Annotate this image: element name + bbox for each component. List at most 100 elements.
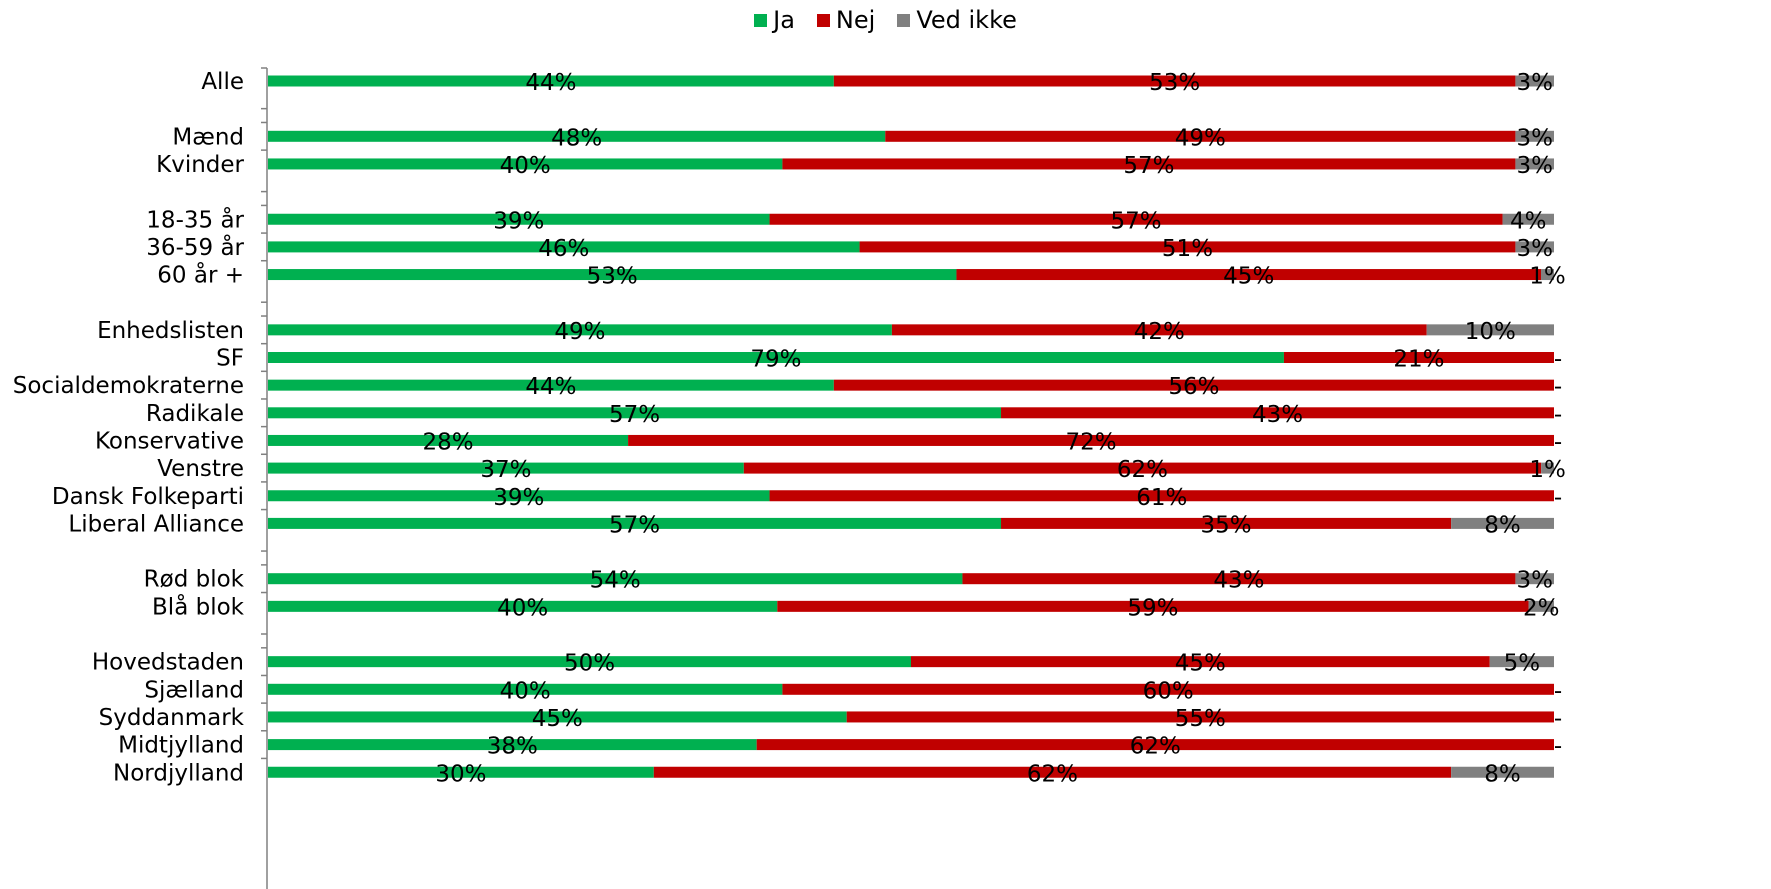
bar-ja-liberal-alliance: [268, 517, 1002, 529]
data-label-ja-radikale: 57%: [609, 402, 660, 428]
bar-ja-sf: [268, 352, 1284, 363]
data-label-ved-ikke-alle: 3%: [1516, 70, 1553, 96]
bar-ved-ikke-hovedstaden: [1489, 656, 1554, 668]
category-label-radikale: Radikale: [146, 401, 244, 427]
data-label-nej-enhedslisten: 42%: [1134, 319, 1185, 345]
bar-ved-ikke-liberal-alliance: [1451, 517, 1554, 529]
bar-nej-bl-blok: [777, 600, 1529, 612]
data-label-nej-venstre: 62%: [1117, 457, 1168, 483]
legend-item-ja: Ja: [754, 6, 795, 34]
data-label-ved-ikke-sf: -: [1554, 347, 1562, 373]
legend-label-ved-ikke: Ved ikke: [916, 6, 1017, 34]
data-label-nej-sj-lland: 60%: [1143, 678, 1194, 704]
bar-ved-ikke-enhedslisten: [1426, 324, 1554, 336]
bar-nej-konservative: [628, 434, 1554, 446]
legend-item-nej: Nej: [816, 6, 876, 34]
data-label-ved-ikke-18-35-r: 4%: [1510, 208, 1547, 234]
bar-ja-hovedstaden: [268, 656, 911, 668]
data-label-ja-hovedstaden: 50%: [564, 651, 615, 677]
bar-nej-socialdemokraterne: [833, 379, 1554, 391]
legend-item-ved-ikke: Ved ikke: [897, 6, 1017, 34]
data-label-ved-ikke-r-d-blok: 3%: [1516, 568, 1553, 594]
bar-ja-konservative: [268, 434, 629, 446]
category-label-r-d-blok: Rød blok: [144, 567, 245, 593]
bar-nej-kvinder: [782, 158, 1516, 170]
bar-nej-sf: [1283, 352, 1554, 363]
data-label-nej-konservative: 72%: [1065, 429, 1116, 455]
category-label-enhedslisten: Enhedslisten: [97, 318, 244, 344]
category-label-liberal-alliance: Liberal Alliance: [68, 511, 244, 537]
bar-ja-60-r: [268, 269, 957, 281]
data-label-nej-radikale: 43%: [1252, 402, 1303, 428]
bar-ja-alle: [268, 75, 834, 87]
data-label-ja-liberal-alliance: 57%: [609, 512, 660, 538]
bar-ja-sj-lland: [268, 683, 783, 695]
category-label-konservative: Konservative: [95, 428, 244, 454]
legend-swatch-nej: [816, 13, 830, 27]
bar-ja-syddanmark: [268, 711, 847, 723]
data-label-ja-kvinder: 40%: [500, 153, 551, 179]
bar-nej-venstre: [743, 462, 1542, 474]
data-label-nej-m-nd: 49%: [1175, 125, 1226, 151]
data-label-nej-r-d-blok: 43%: [1213, 568, 1264, 594]
data-label-ved-ikke-bl-blok: 2%: [1523, 595, 1560, 621]
bar-ja-socialdemokraterne: [268, 379, 834, 391]
data-label-ja-m-nd: 48%: [551, 125, 602, 151]
data-label-ja-syddanmark: 45%: [532, 706, 583, 732]
bar-ja-radikale: [268, 407, 1002, 419]
bar-ja-36-59-r: [268, 241, 860, 253]
data-label-ja-alle: 44%: [525, 70, 576, 96]
data-label-ja-dansk-folkeparti: 39%: [493, 485, 544, 511]
data-label-nej-bl-blok: 59%: [1127, 595, 1178, 621]
bar-ja-nordjylland: [268, 766, 654, 778]
bar-ved-ikke-venstre: [1541, 462, 1554, 474]
legend-label-ja: Ja: [773, 6, 795, 34]
data-label-nej-kvinder: 57%: [1123, 153, 1174, 179]
legend-label-nej: Nej: [835, 6, 876, 34]
data-label-ved-ikke-konservative: -: [1554, 429, 1562, 455]
data-label-ja-enhedslisten: 49%: [554, 319, 605, 345]
bar-nej-m-nd: [885, 130, 1516, 142]
bar-ja-bl-blok: [268, 600, 778, 612]
bar-ved-ikke-m-nd: [1515, 130, 1554, 142]
bar-ved-ikke-18-35-r: [1502, 213, 1554, 225]
data-label-nej-dansk-folkeparti: 61%: [1136, 485, 1187, 511]
data-label-ved-ikke-syddanmark: -: [1554, 706, 1562, 732]
data-label-ja-socialdemokraterne: 44%: [525, 374, 576, 400]
category-label-alle: Alle: [201, 69, 244, 95]
bar-nej-radikale: [1001, 407, 1554, 419]
bar-ja-dansk-folkeparti: [268, 490, 770, 502]
bar-nej-alle: [833, 75, 1516, 87]
data-label-ved-ikke-kvinder: 3%: [1516, 153, 1553, 179]
category-label-venstre: Venstre: [157, 456, 244, 482]
data-label-nej-syddanmark: 55%: [1175, 706, 1226, 732]
data-label-ja-18-35-r: 39%: [493, 208, 544, 234]
bar-nej-nordjylland: [653, 766, 1452, 778]
data-label-ja-venstre: 37%: [480, 457, 531, 483]
bar-nej-r-d-blok: [962, 573, 1516, 585]
category-label-36-59-r: 36-59 år: [146, 233, 244, 261]
data-label-ja-konservative: 28%: [422, 429, 473, 455]
data-label-ja-36-59-r: 46%: [538, 236, 589, 262]
chart-legend: Ja Nej Ved ikke: [0, 6, 1771, 34]
data-label-ved-ikke-hovedstaden: 5%: [1504, 651, 1541, 677]
category-label-nordjylland: Nordjylland: [113, 760, 244, 786]
data-label-ja-60-r: 53%: [587, 264, 638, 290]
bar-nej-enhedslisten: [891, 324, 1427, 336]
data-label-nej-socialdemokraterne: 56%: [1168, 374, 1219, 400]
data-label-ved-ikke-dansk-folkeparti: -: [1554, 485, 1562, 511]
bar-ja-kvinder: [268, 158, 783, 170]
bar-nej-18-35-r: [769, 213, 1503, 225]
bar-nej-syddanmark: [846, 711, 1554, 723]
bar-nej-dansk-folkeparti: [769, 490, 1554, 502]
category-label-syddanmark: Syddanmark: [99, 705, 245, 731]
category-label-sf: SF: [216, 346, 244, 372]
data-label-nej-sf: 21%: [1393, 347, 1444, 373]
data-label-ved-ikke-socialdemokraterne: -: [1554, 374, 1562, 400]
data-label-ved-ikke-radikale: -: [1554, 402, 1562, 428]
category-label-18-35-r: 18-35 år: [146, 205, 244, 233]
category-label-midtjylland: Midtjylland: [118, 733, 244, 759]
data-label-nej-alle: 53%: [1149, 70, 1200, 96]
category-label-sj-lland: Sjælland: [144, 677, 244, 703]
bar-nej-midtjylland: [756, 739, 1554, 751]
